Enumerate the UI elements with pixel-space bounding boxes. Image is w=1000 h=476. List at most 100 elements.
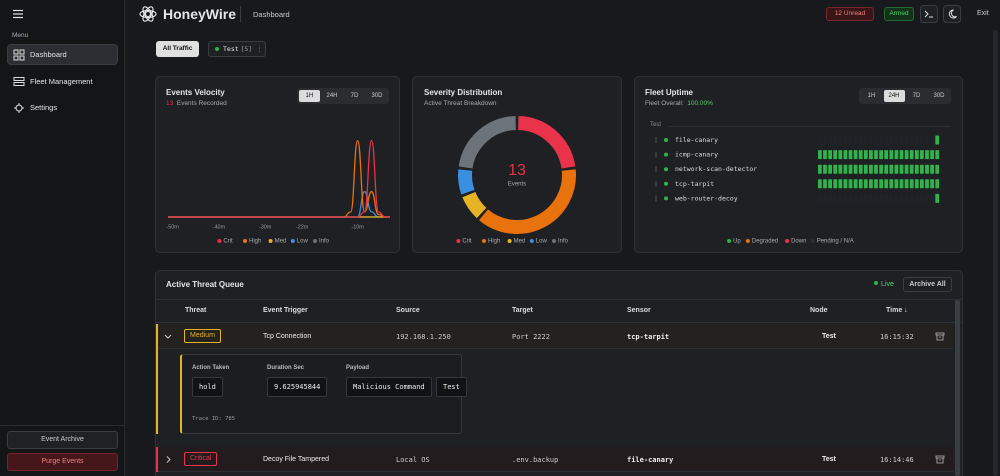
legend-label: Low bbox=[536, 239, 548, 245]
uptime-bar bbox=[920, 135, 924, 145]
uptime-bar bbox=[853, 135, 858, 145]
severity-badge: Medium bbox=[184, 329, 221, 343]
range-button[interactable]: 7D bbox=[350, 93, 359, 99]
expand-chevron bbox=[166, 456, 171, 463]
uptime-bar bbox=[818, 179, 822, 189]
unread-badge[interactable]: 12 Unread bbox=[826, 7, 874, 21]
theme-button[interactable] bbox=[943, 5, 961, 23]
uptime-bar bbox=[925, 193, 929, 203]
sensor-name: file-canary bbox=[675, 136, 718, 144]
legend-swatch bbox=[243, 239, 247, 243]
legend-swatch bbox=[456, 239, 461, 243]
uptime-bar bbox=[823, 193, 827, 203]
live-indicator: Live bbox=[874, 281, 894, 288]
field-value: Test bbox=[436, 377, 467, 397]
cell-trigger: Tcp Connection bbox=[263, 333, 312, 340]
cell-source: Local OS bbox=[396, 456, 430, 464]
uptime-bar bbox=[869, 164, 873, 174]
range-button[interactable]: 24H bbox=[883, 90, 905, 102]
x-tick-label: -30m bbox=[259, 224, 272, 230]
uptime-bar bbox=[899, 150, 904, 160]
legend-label: Info bbox=[319, 239, 330, 245]
column-header: Target bbox=[512, 307, 533, 314]
uptime-bar bbox=[914, 135, 919, 145]
donut-segment bbox=[458, 169, 475, 195]
label: Fleet Overall: bbox=[645, 100, 684, 107]
uptime-bar bbox=[935, 150, 940, 160]
scrollbar bbox=[955, 300, 960, 476]
node-filter-chip[interactable]: Test [5] ⋮ bbox=[208, 41, 266, 57]
range-button[interactable]: 1H bbox=[299, 90, 320, 102]
card-title: Events Velocity bbox=[166, 88, 225, 97]
uptime-bar bbox=[920, 164, 924, 174]
exit-link[interactable]: Exit bbox=[977, 10, 989, 17]
x-tick-label: -50m bbox=[166, 224, 179, 230]
uptime-bar bbox=[899, 164, 904, 174]
uptime-bar bbox=[823, 135, 827, 145]
archive-icon bbox=[935, 455, 945, 464]
uptime-bar bbox=[863, 135, 868, 145]
field-label: Payload bbox=[346, 365, 370, 371]
field-label: Duration Sec bbox=[267, 365, 305, 371]
range-button[interactable]: 24H bbox=[326, 93, 338, 99]
uptime-bar bbox=[848, 179, 853, 189]
uptime-bar bbox=[853, 164, 858, 174]
x-tick-label: -22m bbox=[296, 224, 309, 230]
nav-item[interactable]: Fleet Management bbox=[30, 76, 93, 86]
event-count: 13 bbox=[166, 100, 174, 107]
terminal-button[interactable] bbox=[920, 5, 938, 23]
label: Archive All bbox=[909, 281, 946, 288]
uptime-bar bbox=[879, 150, 883, 160]
uptime-bar bbox=[884, 193, 889, 203]
uptime-bar bbox=[884, 135, 889, 145]
group-line bbox=[668, 126, 950, 127]
donut-label: Events bbox=[508, 182, 526, 188]
nav-item[interactable]: Settings bbox=[30, 103, 58, 112]
legend-label: Med bbox=[514, 239, 526, 245]
uptime-bar bbox=[930, 135, 934, 145]
uptime-bar bbox=[828, 135, 832, 145]
sensor-name: network-scan-detector bbox=[675, 165, 757, 173]
legend-swatch bbox=[507, 239, 512, 243]
nav-item[interactable]: Dashboard bbox=[30, 50, 67, 59]
uptime-bar bbox=[909, 150, 914, 160]
uptime-bar bbox=[838, 193, 843, 203]
armed-badge[interactable]: Armed bbox=[884, 7, 914, 21]
uptime-bar bbox=[833, 193, 838, 203]
series-line bbox=[168, 139, 390, 218]
donut-segment bbox=[478, 169, 576, 234]
range-button[interactable]: 1H bbox=[867, 93, 876, 99]
uptime-bar bbox=[879, 193, 883, 203]
range-group bbox=[859, 88, 951, 104]
menu-toggle[interactable] bbox=[12, 9, 24, 19]
range-button[interactable]: 30D bbox=[933, 93, 945, 99]
uptime-bar bbox=[848, 135, 853, 145]
uptime-bar bbox=[930, 179, 934, 189]
range-button[interactable]: 7D bbox=[912, 93, 921, 99]
archive-all-button[interactable]: Archive All bbox=[903, 277, 952, 292]
uptime-bar bbox=[874, 164, 878, 174]
label: Armed bbox=[889, 10, 909, 17]
uptime-bar bbox=[920, 193, 924, 203]
uptime-bar bbox=[858, 193, 863, 203]
uptime-bar bbox=[843, 135, 848, 145]
page-title: Dashboard bbox=[253, 10, 290, 19]
series-line bbox=[168, 190, 390, 218]
uptime-bar bbox=[818, 150, 822, 160]
uptime-bar bbox=[930, 164, 934, 174]
page-scrollbar bbox=[993, 30, 998, 476]
events-velocity-card bbox=[155, 76, 400, 253]
uptime-bar bbox=[935, 179, 940, 189]
label: Live bbox=[881, 281, 894, 288]
range-button[interactable]: 30D bbox=[371, 93, 383, 99]
row-accent bbox=[156, 447, 158, 472]
purge-events-button[interactable]: Purge Events bbox=[7, 453, 118, 471]
uptime-bar bbox=[904, 179, 909, 189]
all-traffic-filter[interactable]: All Traffic bbox=[156, 41, 199, 57]
uptime-bar bbox=[833, 179, 838, 189]
uptime-bar bbox=[909, 164, 914, 174]
event-archive-button[interactable]: Event Archive bbox=[7, 431, 118, 449]
field-label: Action Taken bbox=[192, 365, 230, 371]
